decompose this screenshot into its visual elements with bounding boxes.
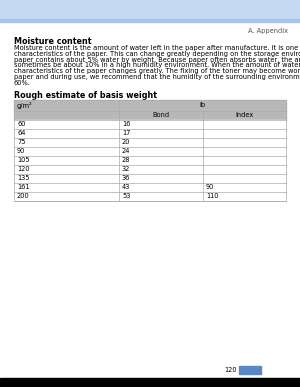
Bar <box>14 99 286 111</box>
Text: characteristics of the paper. This can change greatly depending on the storage e: characteristics of the paper. This can c… <box>14 51 300 57</box>
Bar <box>14 128 286 138</box>
Text: 16: 16 <box>122 121 130 127</box>
Text: Rough estimate of basis weight: Rough estimate of basis weight <box>14 91 157 99</box>
Bar <box>14 120 286 128</box>
Text: 90: 90 <box>206 184 214 190</box>
Text: 135: 135 <box>17 175 29 181</box>
Text: A. Appendix: A. Appendix <box>248 28 288 34</box>
Text: characteristics of the paper changes greatly. The fixing of the toner may become: characteristics of the paper changes gre… <box>14 68 300 74</box>
Text: 90: 90 <box>17 148 26 154</box>
Text: 120: 120 <box>224 367 237 373</box>
Text: 64: 64 <box>17 130 26 136</box>
Bar <box>0 378 300 387</box>
Text: 28: 28 <box>122 157 130 163</box>
Text: 60%.: 60%. <box>14 80 31 86</box>
Bar <box>14 156 286 164</box>
Text: lb: lb <box>200 102 206 108</box>
Bar <box>0 19 300 22</box>
Text: 32: 32 <box>122 166 130 172</box>
Text: g/m²: g/m² <box>17 102 33 109</box>
Bar <box>14 138 286 147</box>
Bar <box>14 147 286 156</box>
Text: 24: 24 <box>122 148 130 154</box>
Text: 53: 53 <box>122 193 130 199</box>
Bar <box>14 174 286 183</box>
Bar <box>14 192 286 200</box>
Text: Moisture content: Moisture content <box>14 37 92 46</box>
Text: Moisture content is the amount of water left in the paper after manufacture. It : Moisture content is the amount of water … <box>14 45 300 51</box>
Text: 36: 36 <box>122 175 130 181</box>
Text: 17: 17 <box>122 130 130 136</box>
Text: 120: 120 <box>17 166 30 172</box>
Text: 110: 110 <box>206 193 218 199</box>
Text: 75: 75 <box>17 139 26 145</box>
Text: 161: 161 <box>17 184 29 190</box>
Bar <box>14 111 286 120</box>
Text: 200: 200 <box>17 193 30 199</box>
Text: Index: Index <box>236 112 253 118</box>
Bar <box>239 366 261 374</box>
Text: sometimes be about 10% in a high humidity environment. When the amount of water : sometimes be about 10% in a high humidit… <box>14 62 300 68</box>
Text: 60: 60 <box>17 121 26 127</box>
Text: 20: 20 <box>122 139 130 145</box>
Bar <box>0 0 300 19</box>
Text: paper contains about 5% water by weight. Because paper often absorbs water, the : paper contains about 5% water by weight.… <box>14 57 300 63</box>
Text: 43: 43 <box>122 184 130 190</box>
Bar <box>14 183 286 192</box>
Bar <box>14 164 286 174</box>
Text: paper and during use, we recommend that the humidity of the surrounding environm: paper and during use, we recommend that … <box>14 74 300 80</box>
Text: 105: 105 <box>17 157 30 163</box>
Text: Bond: Bond <box>152 112 170 118</box>
Bar <box>14 99 286 200</box>
